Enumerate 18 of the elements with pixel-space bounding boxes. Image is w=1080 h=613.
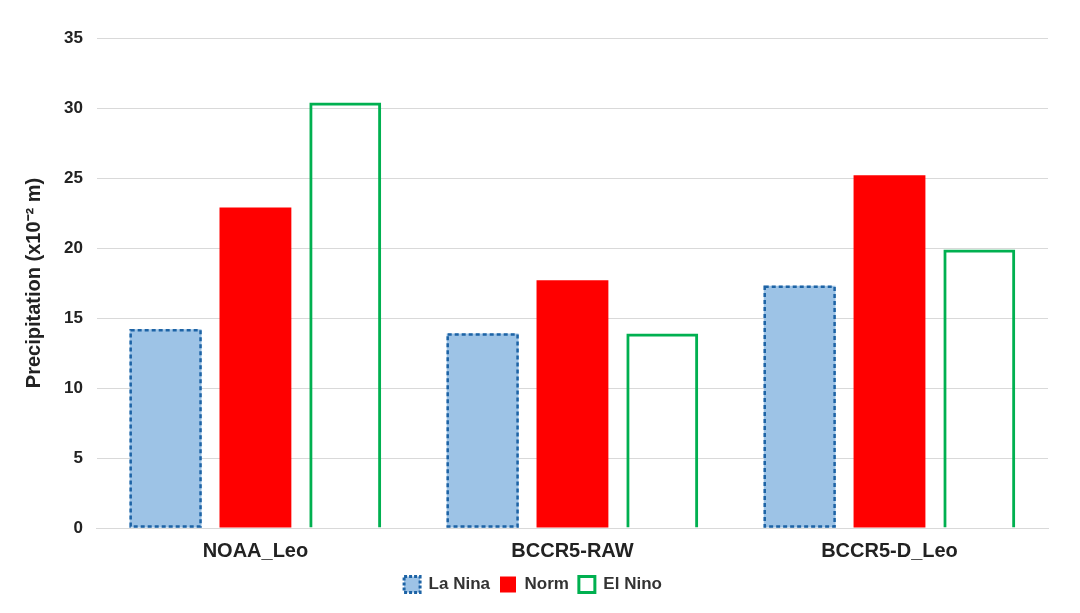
bar <box>853 175 926 528</box>
bar <box>536 280 609 528</box>
y-tick-label: 30 <box>63 97 83 117</box>
x-tick-label: BCCR5-D_Leo <box>821 538 958 561</box>
y-tick-label: 0 <box>73 517 83 537</box>
y-tick-label: 5 <box>73 447 83 467</box>
x-tick-label: BCCR5-RAW <box>511 538 634 561</box>
bar <box>219 207 292 528</box>
y-tick-label: 15 <box>63 307 83 327</box>
legend-label: La Nina <box>428 574 491 594</box>
legend-label: El Nino <box>603 574 662 594</box>
y-tick-label: 20 <box>63 237 83 257</box>
y-tick-label: 35 <box>63 27 83 47</box>
legend-label: Norm <box>524 574 569 594</box>
y-tick-label: 10 <box>63 377 83 397</box>
x-tick-label: NOAA_Leo <box>202 538 309 561</box>
y-axis-title: Precipitation (x10⁻² m) <box>21 177 44 389</box>
y-tick-label: 25 <box>63 167 83 187</box>
